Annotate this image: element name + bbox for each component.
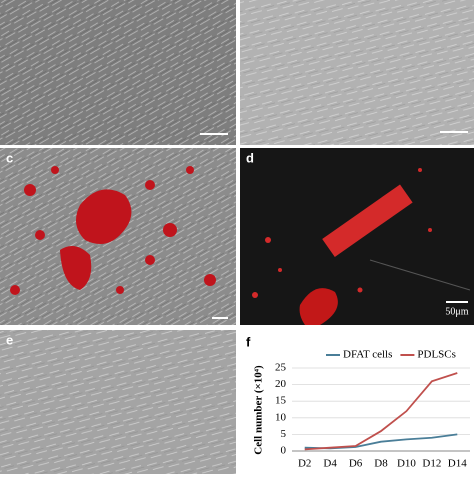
panel-label: f (246, 334, 251, 349)
micrograph-a (0, 0, 236, 145)
y-tick-label: 20 (275, 378, 287, 390)
legend-label: PDLSCs (417, 349, 456, 361)
micrograph-d: 50μm (240, 148, 474, 325)
x-tick-label: D6 (349, 458, 363, 470)
series-line (304, 372, 458, 451)
micrograph-b (240, 0, 474, 145)
scale-bar-label: 50μm (445, 306, 468, 317)
x-tick-label: D10 (397, 458, 416, 470)
panel-label: d (246, 150, 254, 165)
x-tick-label: D2 (298, 458, 311, 470)
y-tick-label: 25 (275, 362, 287, 374)
y-tick-label: 5 (281, 428, 287, 440)
y-tick-label: 0 (281, 445, 287, 457)
y-tick-label: 15 (275, 395, 287, 407)
panel-label: e (6, 332, 13, 347)
micrograph-c (0, 148, 236, 325)
y-axis-label: Cell number (×10⁴) (253, 365, 265, 455)
x-tick-label: D4 (323, 458, 337, 470)
series-line (304, 433, 458, 450)
x-tick-label: D12 (422, 458, 441, 470)
x-tick-label: D8 (374, 458, 388, 470)
legend-label: DFAT cells (343, 349, 392, 361)
y-tick-label: 10 (275, 411, 287, 423)
micrograph-e (0, 330, 236, 474)
panel-label: c (6, 150, 13, 165)
x-tick-label: D14 (448, 458, 467, 470)
